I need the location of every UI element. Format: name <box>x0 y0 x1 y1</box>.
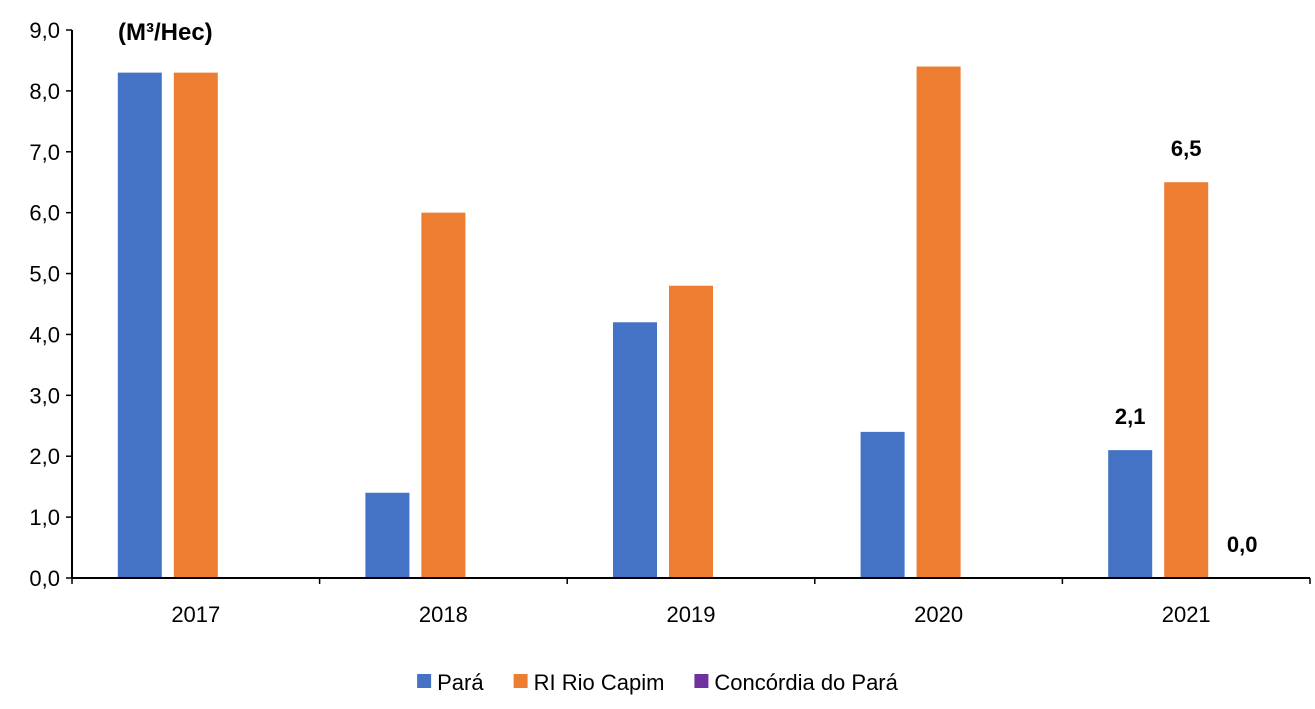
y-tick-label: 6,0 <box>29 201 60 226</box>
y-tick-label: 9,0 <box>29 18 60 43</box>
y-tick-label: 3,0 <box>29 383 60 408</box>
bar <box>916 66 961 579</box>
y-tick-label: 2,0 <box>29 444 60 469</box>
x-tick-label: 2021 <box>1162 602 1211 627</box>
bar <box>117 72 162 578</box>
y-tick-label: 1,0 <box>29 505 60 530</box>
y-tick-label: 7,0 <box>29 140 60 165</box>
x-tick-label: 2019 <box>667 602 716 627</box>
x-tick-label: 2017 <box>171 602 220 627</box>
bar <box>860 431 905 578</box>
legend-item-label: Pará <box>437 670 484 695</box>
bar <box>613 322 657 578</box>
legend-item-label: Concórdia do Pará <box>714 670 898 695</box>
data-label: 6,5 <box>1171 136 1202 161</box>
x-tick-label: 2020 <box>914 602 963 627</box>
bar <box>173 72 218 578</box>
data-label: 0,0 <box>1227 532 1258 557</box>
bar <box>365 492 410 578</box>
bar <box>1164 182 1209 578</box>
unit-label: (M³/Hec) <box>118 19 213 46</box>
y-tick-label: 4,0 <box>29 322 60 347</box>
legend-swatch <box>694 674 709 688</box>
legend-swatch <box>417 674 432 688</box>
data-label: 2,1 <box>1115 404 1146 429</box>
legend-item-label: RI Rio Capim <box>534 670 665 695</box>
bar <box>1108 450 1153 578</box>
bar <box>669 285 713 578</box>
y-tick-label: 8,0 <box>29 79 60 104</box>
y-tick-label: 0,0 <box>29 566 60 591</box>
y-tick-label: 5,0 <box>29 262 60 287</box>
x-tick-label: 2018 <box>419 602 468 627</box>
legend-swatch <box>513 674 528 688</box>
bar <box>421 212 466 578</box>
